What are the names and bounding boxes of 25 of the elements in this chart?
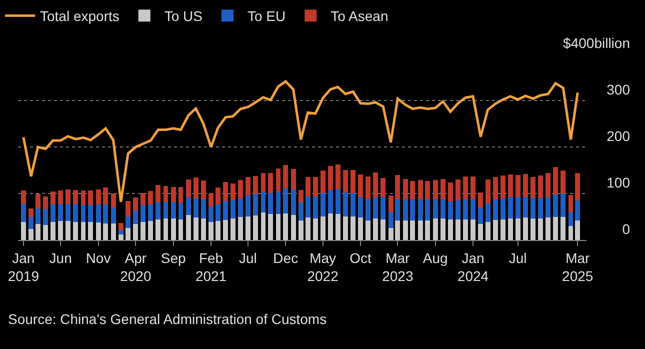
x-tick-label: Apr 2020 <box>120 250 152 284</box>
x-tick-label: Aug <box>422 250 448 266</box>
x-tick-label: Sep <box>160 250 186 266</box>
y-tick-label: 200 <box>606 128 630 144</box>
x-tick-label: Jun <box>49 250 72 266</box>
legend-label: Total exports <box>40 8 120 24</box>
y-tick-label: $400billion <box>563 34 630 51</box>
x-tick-label: Mar 2025 <box>562 250 594 284</box>
x-tick-label: Nov <box>86 250 111 266</box>
x-tick-label: May 2022 <box>307 250 339 284</box>
x-tick-label: Jan 2019 <box>8 250 40 284</box>
x-tick-label: Oct <box>350 250 372 266</box>
y-tick-label: 100 <box>606 174 630 190</box>
source-note: Source: China's General Administration of Customs <box>8 311 327 327</box>
x-tick-label: Jan 2024 <box>457 250 489 284</box>
legend-label: To EU <box>248 8 286 24</box>
legend-label: To US <box>164 8 202 24</box>
y-tick-label: 0 <box>622 220 630 237</box>
x-tick-label: Dec <box>273 250 298 266</box>
legend-label: To Asean <box>330 8 388 24</box>
x-tick-label: Feb 2021 <box>195 250 227 284</box>
x-tick-label: Mar 2023 <box>382 250 414 284</box>
x-tick-label: Jul <box>239 250 257 266</box>
x-tick-label: Jul <box>508 250 527 266</box>
y-tick-label: 300 <box>606 81 630 98</box>
